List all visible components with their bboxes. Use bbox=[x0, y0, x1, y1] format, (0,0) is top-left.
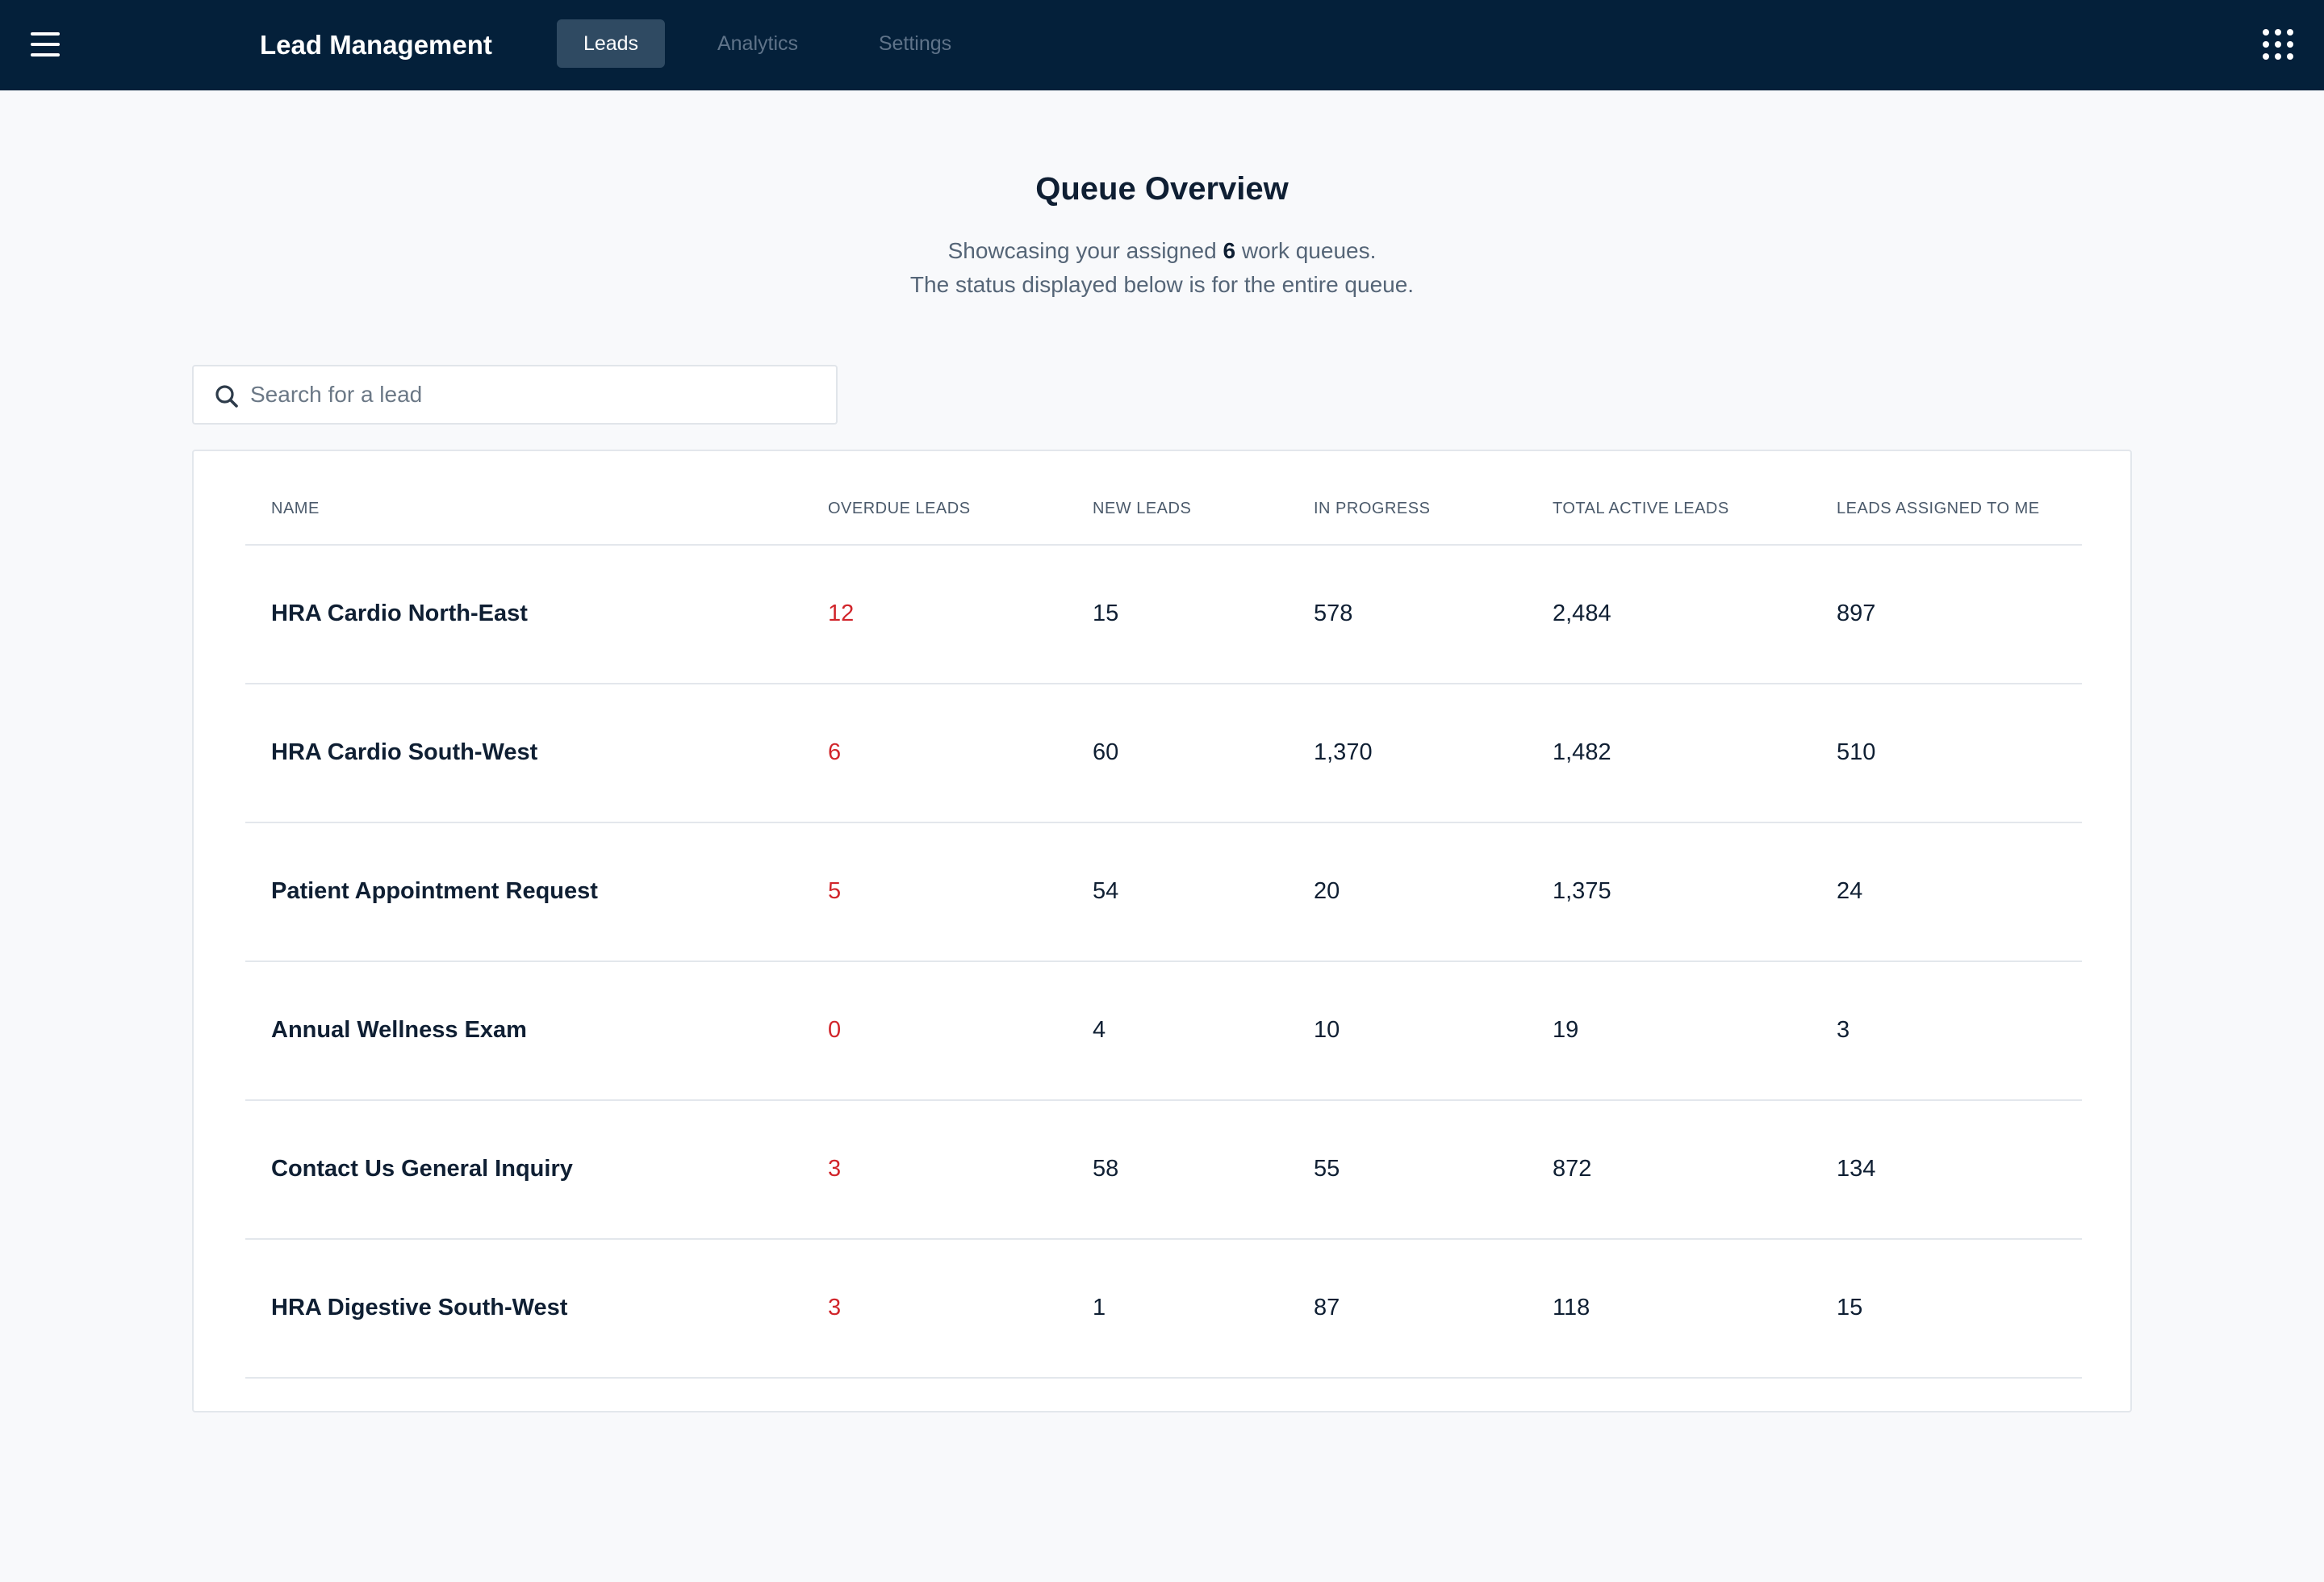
search-box[interactable] bbox=[192, 365, 838, 425]
new-leads-value: 1 bbox=[1093, 1295, 1106, 1320]
table-row[interactable]: Annual Wellness Exam 0 4 10 19 3 bbox=[245, 962, 2082, 1101]
queue-name[interactable]: Contact Us General Inquiry bbox=[271, 1156, 573, 1182]
overdue-leads-value: 6 bbox=[828, 739, 842, 765]
queue-count: 6 bbox=[1223, 238, 1236, 263]
queue-name[interactable]: HRA Cardio North-East bbox=[271, 601, 528, 626]
in-progress-value: 20 bbox=[1314, 878, 1340, 904]
table-row[interactable]: Contact Us General Inquiry 3 58 55 872 1… bbox=[245, 1101, 2082, 1240]
queue-name[interactable]: HRA Digestive South-West bbox=[271, 1295, 568, 1320]
column-header-new-leads[interactable]: NEW LEADS bbox=[1093, 500, 1192, 517]
in-progress-value: 10 bbox=[1314, 1017, 1340, 1043]
table-row[interactable]: HRA Cardio North-East 12 15 578 2,484 89… bbox=[245, 546, 2082, 684]
app-title: Lead Management bbox=[260, 30, 492, 60]
subtitle-line-2: The status displayed below is for the en… bbox=[909, 272, 1415, 297]
total-active-leads-value: 872 bbox=[1553, 1156, 1592, 1182]
tab-leads[interactable]: Leads bbox=[557, 19, 665, 68]
subtitle-suffix: work queues. bbox=[1235, 238, 1377, 263]
column-header-in-progress[interactable]: IN PROGRESS bbox=[1314, 500, 1431, 517]
page-title: Queue Overview bbox=[1035, 171, 1289, 207]
top-nav-bar: Lead Management Leads Analytics Settings bbox=[0, 0, 2324, 90]
new-leads-value: 58 bbox=[1093, 1156, 1119, 1182]
column-header-name[interactable]: NAME bbox=[271, 500, 320, 517]
tab-settings[interactable]: Settings bbox=[878, 32, 952, 55]
tab-analytics[interactable]: Analytics bbox=[717, 32, 799, 55]
new-leads-value: 60 bbox=[1093, 739, 1119, 765]
search-icon bbox=[215, 385, 238, 408]
column-header-leads-assigned-to-me[interactable]: LEADS ASSIGNED TO ME bbox=[1837, 500, 2040, 517]
column-header-total-active-leads[interactable]: TOTAL ACTIVE LEADS bbox=[1553, 500, 1729, 517]
column-header-overdue-leads[interactable]: OVERDUE LEADS bbox=[828, 500, 971, 517]
overdue-leads-value: 5 bbox=[828, 878, 842, 904]
new-leads-value: 15 bbox=[1093, 601, 1119, 626]
subtitle-line-1: Showcasing your assigned 6 work queues. bbox=[0, 234, 2324, 268]
overdue-leads-value: 3 bbox=[828, 1156, 842, 1182]
leads-assigned-to-me-value: 24 bbox=[1837, 878, 1863, 904]
new-leads-value: 4 bbox=[1093, 1017, 1106, 1043]
app-grid-icon[interactable] bbox=[2263, 29, 2293, 60]
total-active-leads-value: 118 bbox=[1553, 1295, 1590, 1320]
total-active-leads-value: 1,482 bbox=[1553, 739, 1611, 765]
queue-table: NAME OVERDUE LEADS NEW LEADS IN PROGRESS… bbox=[192, 450, 2132, 1412]
in-progress-value: 578 bbox=[1314, 601, 1353, 626]
subtitle-prefix: Showcasing your assigned bbox=[947, 238, 1223, 263]
page-subtitle: Showcasing your assigned 6 work queues. … bbox=[0, 234, 2324, 302]
leads-assigned-to-me-value: 3 bbox=[1837, 1017, 1850, 1043]
total-active-leads-value: 2,484 bbox=[1553, 601, 1611, 626]
in-progress-value: 55 bbox=[1314, 1156, 1340, 1182]
table-row[interactable]: HRA Digestive South-West 3 1 87 118 15 bbox=[245, 1240, 2082, 1379]
leads-assigned-to-me-value: 15 bbox=[1837, 1295, 1863, 1320]
leads-assigned-to-me-value: 510 bbox=[1837, 739, 1876, 765]
leads-assigned-to-me-value: 134 bbox=[1837, 1156, 1876, 1182]
in-progress-value: 87 bbox=[1314, 1295, 1340, 1320]
queue-name[interactable]: Annual Wellness Exam bbox=[271, 1017, 527, 1043]
table-row[interactable]: HRA Cardio South-West 6 60 1,370 1,482 5… bbox=[245, 684, 2082, 823]
overdue-leads-value: 12 bbox=[828, 601, 855, 626]
total-active-leads-value: 19 bbox=[1553, 1017, 1579, 1043]
new-leads-value: 54 bbox=[1093, 878, 1119, 904]
total-active-leads-value: 1,375 bbox=[1553, 878, 1611, 904]
overdue-leads-value: 0 bbox=[828, 1017, 842, 1043]
leads-assigned-to-me-value: 897 bbox=[1837, 601, 1876, 626]
hamburger-menu-icon[interactable] bbox=[31, 32, 60, 56]
queue-name[interactable]: Patient Appointment Request bbox=[271, 878, 598, 904]
table-header: NAME OVERDUE LEADS NEW LEADS IN PROGRESS… bbox=[245, 451, 2082, 546]
in-progress-value: 1,370 bbox=[1314, 739, 1373, 765]
queue-name[interactable]: HRA Cardio South-West bbox=[271, 739, 538, 765]
table-row[interactable]: Patient Appointment Request 5 54 20 1,37… bbox=[245, 823, 2082, 962]
search-input[interactable] bbox=[250, 366, 815, 423]
overdue-leads-value: 3 bbox=[828, 1295, 842, 1320]
